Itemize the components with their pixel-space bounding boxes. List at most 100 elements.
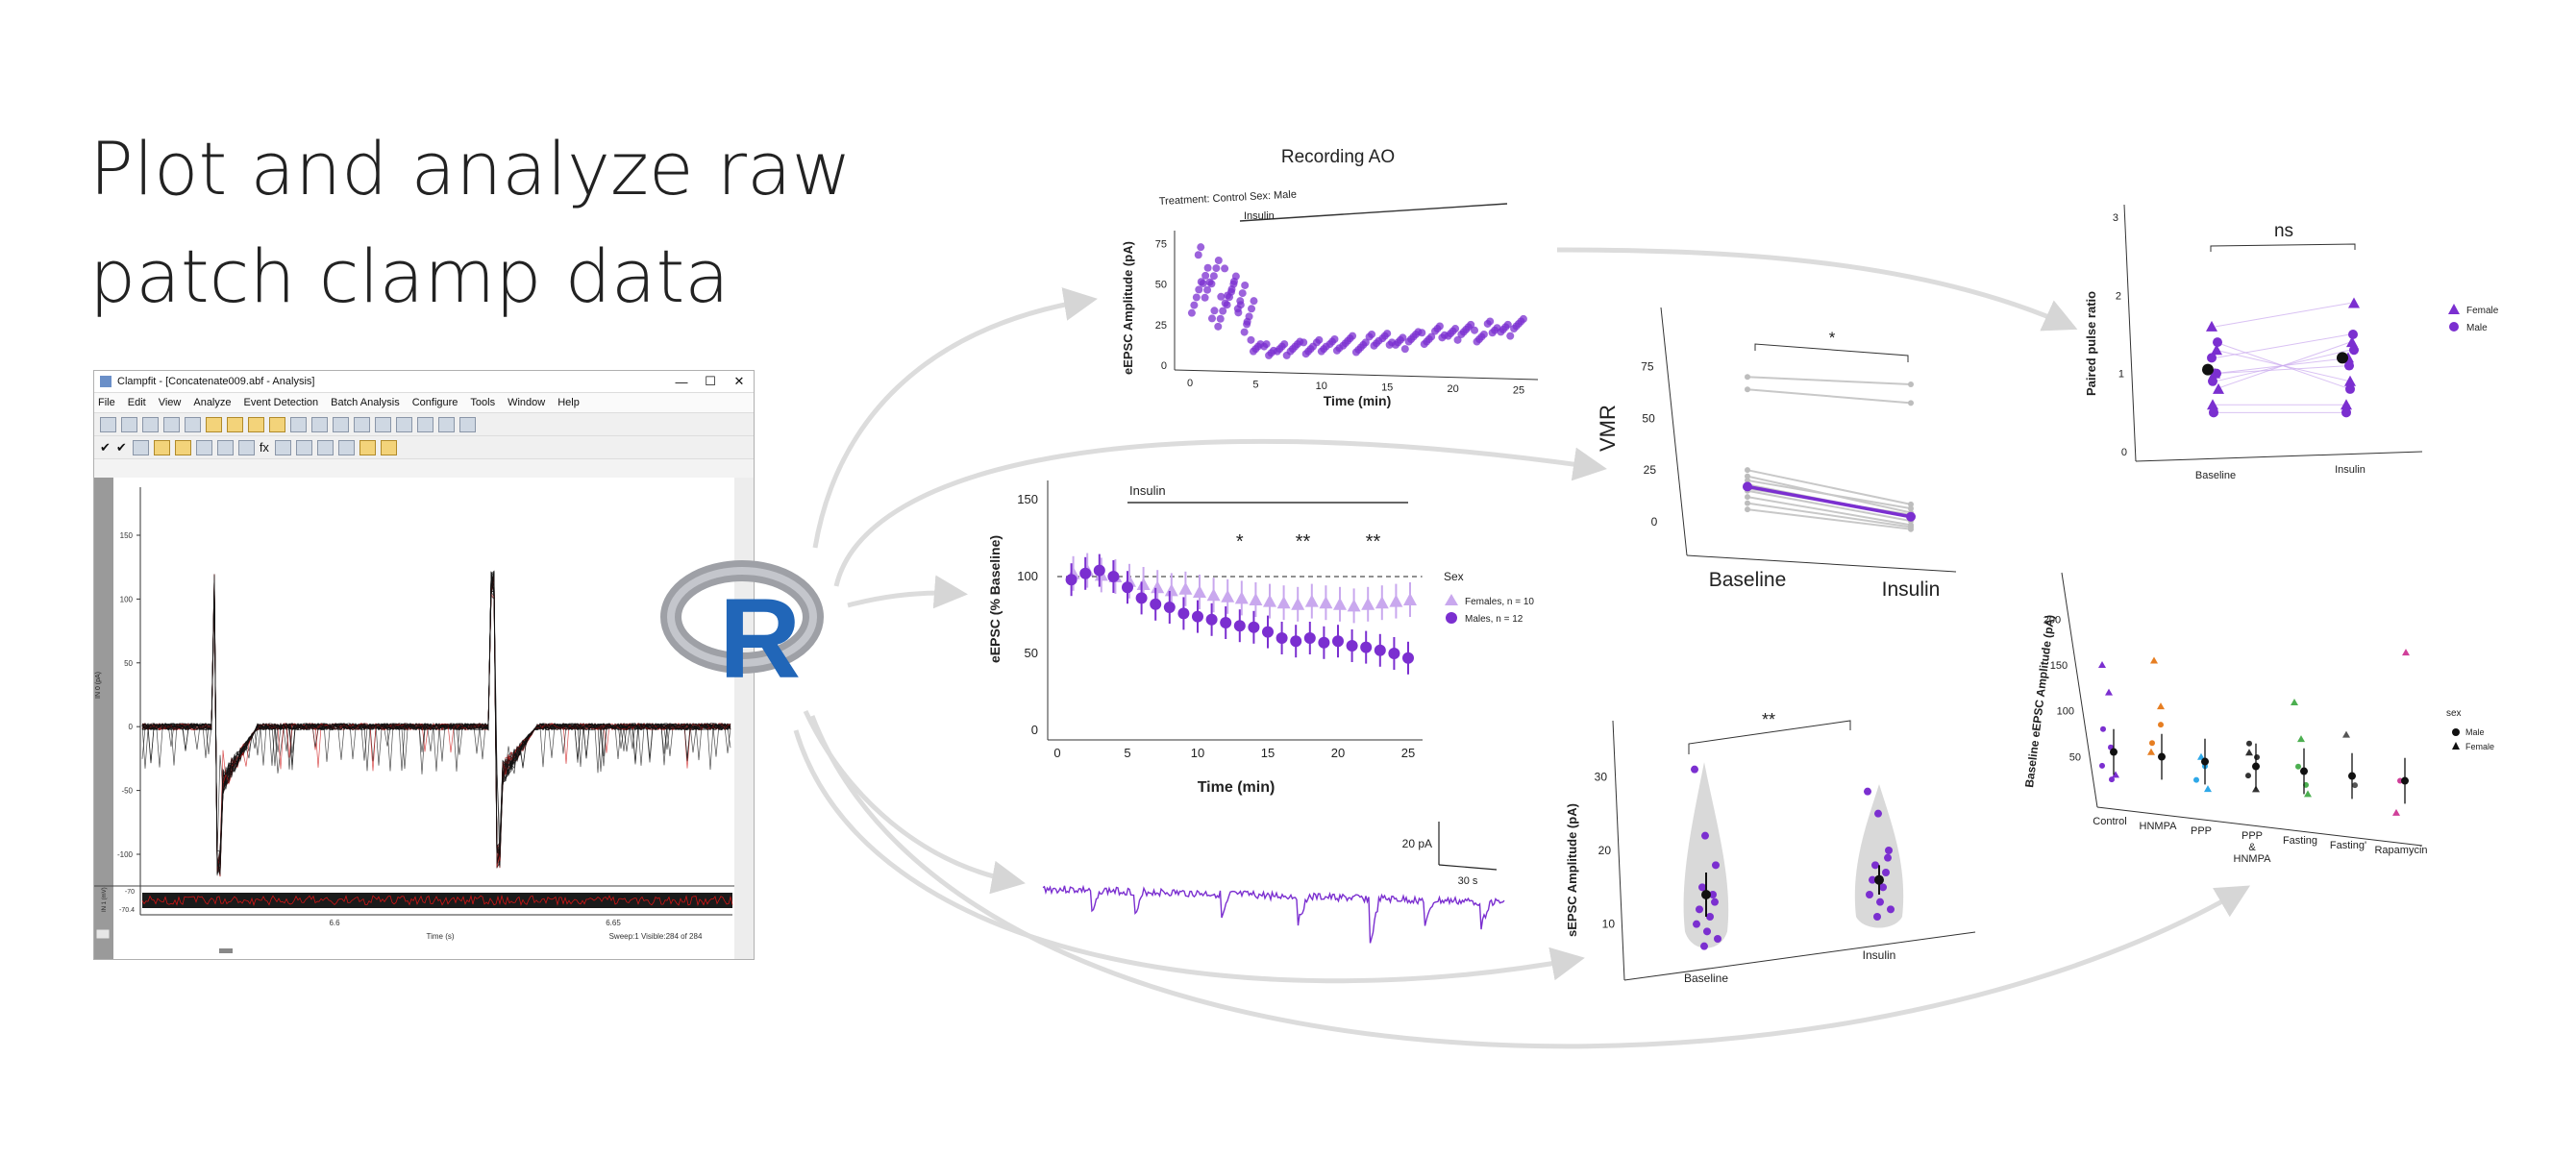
x-axis-label: Time (min) [1198,779,1276,796]
data-point [1330,335,1339,343]
data-point [1212,264,1221,273]
subject-point [1908,526,1914,532]
minimize-button[interactable]: — [675,374,688,389]
data-point [1201,271,1210,280]
male-point [2295,763,2301,770]
male-point [1150,598,1162,610]
window-layout-icon[interactable] [459,416,476,432]
male-point [1388,648,1400,659]
female-point [2304,790,2312,798]
toolbar-button[interactable] [153,439,170,455]
menu-batch-analysis[interactable]: Batch Analysis [331,397,400,408]
male-point [2245,773,2251,779]
check-plus-icon[interactable]: ✔ [115,439,127,455]
toolbar-button[interactable] [337,439,355,455]
data-point [1876,898,1884,906]
toolbar-button[interactable] [121,416,137,432]
folder-icon[interactable] [248,416,264,432]
y-tick-label: -50 [121,787,133,796]
toolbar-button[interactable] [417,416,433,432]
toolbar-button[interactable] [195,439,212,455]
open-folder-icon[interactable] [227,416,243,432]
male-point [1402,652,1414,664]
toolbar-button[interactable] [216,439,234,455]
y-tick-label: 0 [1161,360,1167,372]
x-category-label: Baseline [1709,569,1787,591]
x-axis [1174,369,1539,381]
y-tick-label: 0 [1031,723,1038,737]
female-point [2112,771,2119,778]
save-icon[interactable] [311,416,328,432]
legend-title: Sex [1444,570,1464,583]
female-point [2341,399,2352,410]
close-button[interactable]: ✕ [733,374,745,388]
zoom-icon[interactable] [132,439,149,455]
data-point [1247,335,1255,344]
data-point [1236,297,1245,306]
data-point [1199,279,1207,287]
legend-female-marker [2448,304,2460,314]
toolbar-button[interactable] [163,416,180,432]
data-point [1871,861,1879,870]
female-point [2098,660,2106,668]
print-preview-icon[interactable] [354,416,370,432]
toolbar-button[interactable] [375,416,391,432]
data-point [1229,280,1238,288]
toolbar-button[interactable] [185,416,201,432]
check-icon[interactable]: ✔ [100,439,111,455]
menu-configure[interactable]: Configure [411,397,458,408]
print-icon[interactable] [333,416,349,432]
menu-view[interactable]: View [158,397,182,408]
toolbar-button[interactable] [100,416,116,432]
lock-icon[interactable] [380,439,397,455]
x-category-label: Insulin [1882,578,1941,601]
data-point [1210,307,1219,315]
menu-edit[interactable]: Edit [127,397,146,408]
menu-window[interactable]: Window [508,397,546,408]
menu-file[interactable]: File [98,397,115,408]
lock-icon[interactable] [359,439,376,455]
toolbar-button[interactable] [142,416,159,432]
data-point [1700,942,1708,950]
menu-analyze[interactable]: Analyze [193,397,232,408]
toolbar-button[interactable] [174,439,191,455]
toolbar-button[interactable] [237,439,255,455]
toolbar-button[interactable] [290,416,307,432]
x-tick-label: 25 [1401,746,1415,760]
data-point [1243,320,1251,329]
folder-icon[interactable] [269,416,285,432]
subject-point [1908,505,1914,512]
clampfit-app-icon [100,376,111,387]
legend-female-marker [2452,742,2460,750]
female-point [2342,730,2350,738]
function-icon[interactable]: fx [259,440,269,455]
subject-point [1908,400,1914,406]
maximize-button[interactable]: ☐ [705,374,716,388]
menu-tools[interactable]: Tools [470,397,496,408]
data-point [1231,272,1240,281]
toolbar-button[interactable] [295,439,312,455]
y-tick-label: 2 [2116,290,2121,302]
toolbar-button[interactable] [274,439,291,455]
male-point [2208,376,2217,386]
menu-event-detection[interactable]: Event Detection [243,397,319,408]
menu-help[interactable]: Help [557,397,580,408]
toolbar-button[interactable] [396,416,412,432]
headline-line-1: Plot and analyze raw [89,126,852,211]
y-tick-label: 75 [1641,360,1654,374]
significance-star: * [1829,329,1836,347]
data-point [1887,905,1895,914]
open-folder-icon[interactable] [206,416,222,432]
male-point [2193,776,2199,783]
violin-insulin [1854,784,1904,928]
violin-baseline [1683,762,1729,948]
female-point [1263,594,1276,607]
data-point [1300,338,1308,347]
toolbar-button[interactable] [316,439,334,455]
legend-male-label: Male [2466,323,2488,333]
y-tick-label: 50 [1642,411,1655,425]
male-point [2212,368,2221,379]
x-tick-label: 0 [1187,378,1193,389]
y-tick-label: 1 [2118,369,2124,381]
window-layout-icon[interactable] [438,416,455,432]
